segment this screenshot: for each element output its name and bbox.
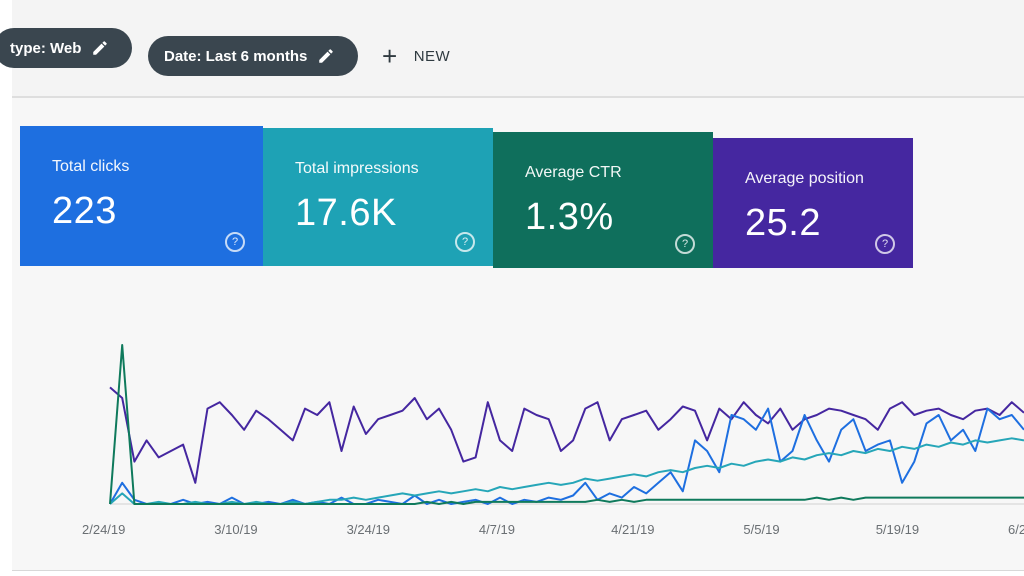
metric-card-total-clicks[interactable]: Total clicks 223 ? <box>20 126 263 266</box>
x-tick-label: 4/21/19 <box>611 522 654 537</box>
pencil-icon[interactable] <box>317 47 335 65</box>
metric-value: 1.3% <box>525 196 614 238</box>
performance-chart: 2/24/19 3/10/19 3/24/19 4/7/19 4/21/19 5/5/19… <box>12 272 1024 562</box>
metric-label: Total clicks <box>52 158 130 175</box>
x-tick-label: 3/24/19 <box>347 522 390 537</box>
new-filter-label: NEW <box>413 47 451 65</box>
performance-chart-svg: 2/24/19 3/10/19 3/24/19 4/7/19 4/21/19 5/5/19… <box>82 344 1024 537</box>
metric-value: 25.2 <box>745 202 821 244</box>
x-tick-label: 6/2/19 <box>1008 522 1024 537</box>
x-tick-label: 5/5/19 <box>743 522 779 537</box>
metric-card-average-position[interactable]: Average position 25.2 ? <box>713 138 913 268</box>
x-tick-label: 5/19/19 <box>876 522 919 537</box>
help-icon[interactable]: ? <box>225 232 245 252</box>
date-filter-chip[interactable]: Date: Last 6 months <box>148 36 358 76</box>
metric-value: 223 <box>52 190 117 232</box>
metric-card-average-ctr[interactable]: Average CTR 1.3% ? <box>493 132 713 268</box>
metric-label: Average CTR <box>525 164 622 181</box>
metric-label: Average position <box>745 170 864 187</box>
help-icon[interactable]: ? <box>455 232 475 252</box>
help-icon[interactable]: ? <box>675 234 695 254</box>
type-filter-chip[interactable]: type: Web <box>0 28 132 68</box>
plus-icon: + <box>382 41 398 71</box>
x-tick-label: 3/10/19 <box>214 522 257 537</box>
metric-cards: Total clicks 223 ? Total impressions 17.… <box>20 122 1024 272</box>
metric-value: 17.6K <box>295 192 397 234</box>
metric-label: Total impressions <box>295 160 419 177</box>
help-icon[interactable]: ? <box>875 234 895 254</box>
new-filter-button[interactable]: + NEW <box>382 41 451 71</box>
filter-bar: type: Web Date: Last 6 months + NEW <box>0 0 1024 98</box>
series-line-1 <box>109 407 1024 505</box>
x-tick-label: 4/7/19 <box>479 522 515 537</box>
pencil-icon[interactable] <box>91 39 109 57</box>
series-line-0 <box>109 386 1024 484</box>
series-line-3 <box>109 344 1024 505</box>
type-filter-label: type: Web <box>10 39 82 57</box>
metric-card-total-impressions[interactable]: Total impressions 17.6K ? <box>263 128 493 266</box>
x-tick-label: 2/24/19 <box>82 522 125 537</box>
date-filter-label: Date: Last 6 months <box>164 47 308 65</box>
series-line-2 <box>109 437 1024 505</box>
